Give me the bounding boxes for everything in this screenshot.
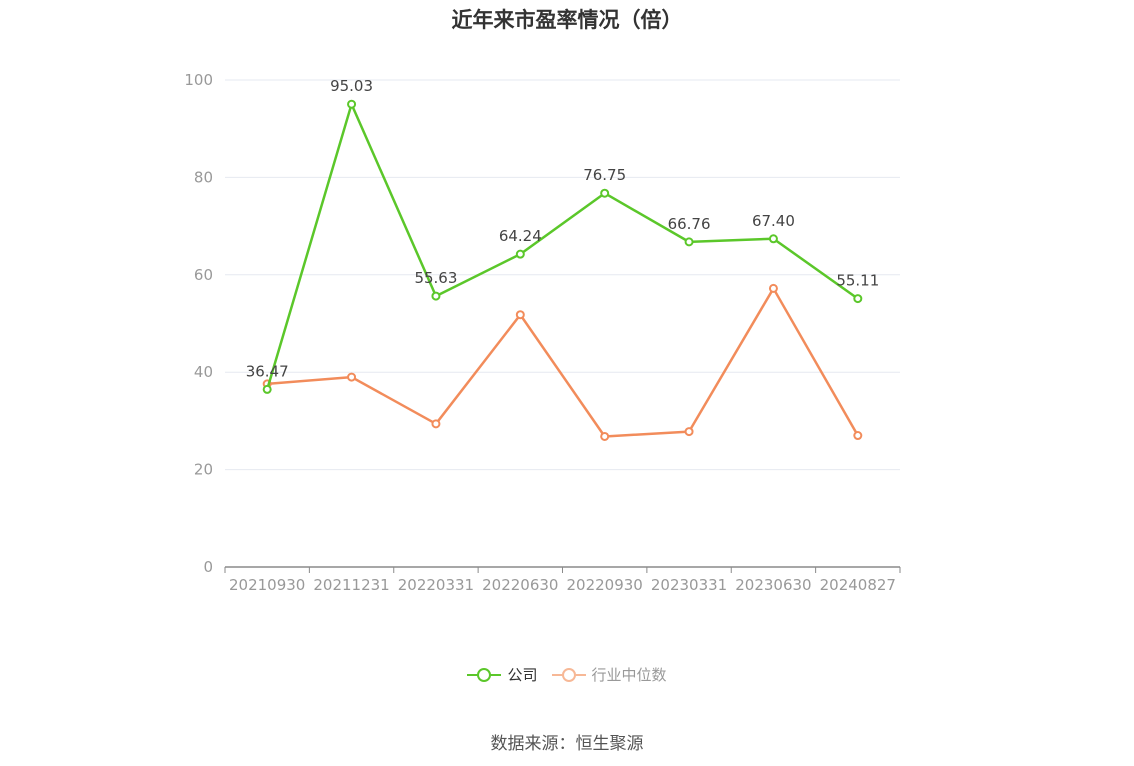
series-0-point <box>768 234 778 244</box>
series-0-point <box>431 291 441 301</box>
legend: 公司 行业中位数 <box>0 664 1134 685</box>
data-label: 64.24 <box>499 227 542 245</box>
x-tick-label: 20211231 <box>313 576 389 594</box>
legend-label-company: 公司 <box>507 666 538 684</box>
series-line-1 <box>267 287 859 438</box>
x-axis: 20210930 20211231 20220331 20220630 20220930… <box>224 566 901 594</box>
chart-title: 近年来市盈率情况（倍） <box>451 8 683 32</box>
data-label: 36.47 <box>246 362 289 380</box>
y-tick-label: 20 <box>194 461 213 479</box>
series-line-0 <box>265 102 859 390</box>
series-layer <box>262 99 863 441</box>
y-axis: 0 20 40 60 80 100 <box>184 71 213 576</box>
data-source: 数据来源：恒生聚源 <box>490 734 644 754</box>
legend-item-company[interactable]: 公司 <box>467 664 538 685</box>
data-labels: 36.47 95.03 55.63 64.24 76.75 66.76 67.40 55.11 <box>246 77 880 380</box>
y-tick-label: 100 <box>184 71 213 89</box>
x-tick-label: 20230630 <box>735 576 811 594</box>
legend-item-industry-median[interactable]: 行业中位数 <box>551 664 667 685</box>
series-0-point <box>600 188 610 198</box>
series-0-point <box>853 294 863 304</box>
series-0-point <box>262 384 272 394</box>
y-tick-label: 80 <box>194 168 213 186</box>
data-label: 66.76 <box>668 215 711 233</box>
series-1-point <box>600 431 610 441</box>
data-label: 76.75 <box>583 166 626 184</box>
data-label: 95.03 <box>330 77 373 95</box>
series-1-point <box>347 372 357 382</box>
y-tick-label: 60 <box>194 266 213 284</box>
x-tick-label: 20230331 <box>651 576 727 594</box>
series-0-point <box>347 99 357 109</box>
series-1-point <box>853 431 863 441</box>
series-1-point <box>768 283 778 293</box>
x-tick-label: 20220331 <box>398 576 474 594</box>
data-label: 67.40 <box>752 212 795 230</box>
x-tick-label: 20220630 <box>482 576 558 594</box>
x-tick-label: 20240827 <box>820 576 896 594</box>
series-0-point <box>684 237 694 247</box>
data-label: 55.11 <box>836 272 879 290</box>
series-1-point <box>431 419 441 429</box>
y-tick-label: 40 <box>194 363 213 381</box>
x-tick-label: 20220930 <box>567 576 643 594</box>
legend-swatch-company <box>467 667 502 682</box>
series-0-point <box>515 249 525 259</box>
legend-label-industry-median: 行业中位数 <box>591 666 667 684</box>
grid-lines <box>225 79 900 471</box>
legend-swatch-industry-median <box>551 667 586 682</box>
data-label: 55.63 <box>414 269 457 287</box>
y-tick-label: 0 <box>203 558 213 576</box>
series-1-point <box>515 310 525 320</box>
x-tick-label: 20210930 <box>229 576 305 594</box>
series-1-point <box>684 427 694 437</box>
